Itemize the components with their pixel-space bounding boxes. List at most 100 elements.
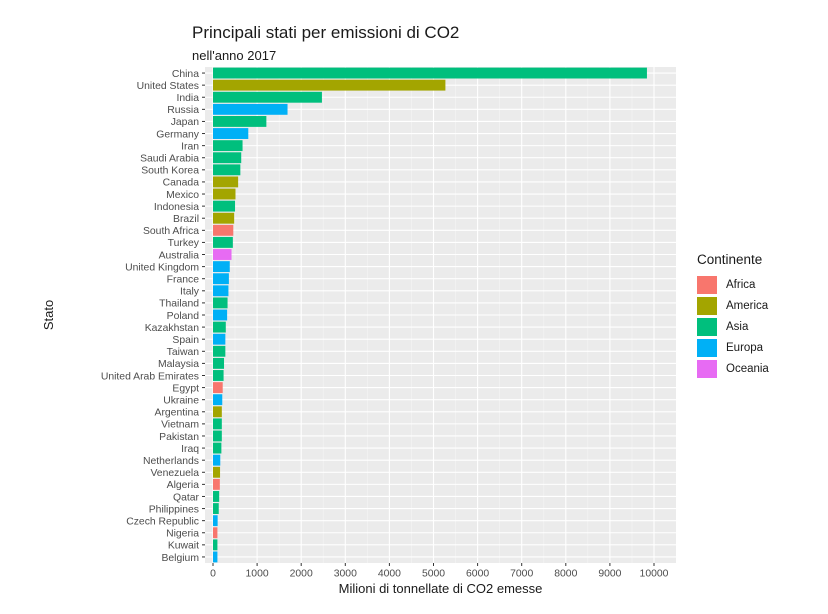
bar <box>213 261 230 273</box>
legend-item: Oceania <box>697 358 769 379</box>
y-tick-label: Germany <box>156 129 200 140</box>
legend-items: Africa America Asia Europa Oceania <box>697 274 769 379</box>
y-tick-label: Spain <box>172 335 199 346</box>
legend-item: Asia <box>697 316 769 337</box>
y-tick-label: Brazil <box>173 214 199 225</box>
y-tick-label: United Arab Emirates <box>101 371 199 382</box>
bar <box>213 442 222 454</box>
bar <box>213 333 226 345</box>
y-tick-label: South Africa <box>143 226 199 237</box>
bar <box>213 503 219 515</box>
bar <box>213 79 446 91</box>
legend-item: Africa <box>697 274 769 295</box>
bar <box>213 539 218 551</box>
legend-item: Europa <box>697 337 769 358</box>
y-tick-label: Vietnam <box>161 420 199 431</box>
bar <box>213 273 229 285</box>
y-tick-label: Mexico <box>166 190 199 201</box>
y-tick-label: Taiwan <box>167 347 200 358</box>
bars <box>213 67 647 563</box>
bar <box>213 115 267 127</box>
x-tick-label: 10000 <box>640 569 669 580</box>
chart-title: Principali stati per emissioni di CO2 <box>192 23 460 42</box>
bar <box>213 236 233 248</box>
bar <box>213 128 249 139</box>
y-tick-label: Russia <box>167 105 199 116</box>
x-tick-label: 8000 <box>554 569 577 580</box>
bar <box>213 91 322 103</box>
legend: Continente Africa America Asia Europa Oceani… <box>697 252 769 379</box>
legend-label: Oceania <box>726 362 769 375</box>
bar <box>213 309 228 321</box>
bar <box>213 491 220 502</box>
bar <box>213 418 222 430</box>
bar <box>213 164 241 176</box>
bar <box>213 212 235 224</box>
y-tick-label: United States <box>137 81 199 92</box>
bar <box>213 430 222 442</box>
bar <box>213 224 234 236</box>
bar <box>213 382 223 394</box>
y-tick-label: Kazakhstan <box>145 323 200 334</box>
legend-item: America <box>697 295 769 316</box>
bar <box>213 406 222 418</box>
y-tick-label: Australia <box>159 250 200 261</box>
bar <box>213 345 226 357</box>
y-tick-label: South Korea <box>141 166 199 177</box>
y-tick-label: Poland <box>167 311 200 322</box>
chart-subtitle: nell'anno 2017 <box>192 48 277 63</box>
legend-key <box>697 359 717 378</box>
y-tick-label: Philippines <box>149 504 199 515</box>
y-tick-label: Qatar <box>173 492 200 503</box>
legend-key <box>697 338 717 357</box>
y-tick-label: Czech Republic <box>126 516 199 527</box>
bar <box>213 466 221 478</box>
legend-label: Asia <box>726 320 749 333</box>
x-tick-label: 0 <box>210 569 216 580</box>
x-axis-label: Milioni di tonnellate di CO2 emesse <box>339 581 543 596</box>
y-tick-label: Iraq <box>181 444 199 455</box>
y-tick-label: Indonesia <box>154 202 199 213</box>
x-tick-label: 3000 <box>334 569 357 580</box>
bar <box>213 285 229 297</box>
bar <box>213 152 242 164</box>
bar <box>213 321 226 333</box>
legend-title: Continente <box>697 252 763 267</box>
y-tick-label: Belgium <box>161 553 199 564</box>
x-tick-label: 5000 <box>422 569 445 580</box>
legend-label: Europa <box>726 341 764 354</box>
bar <box>213 478 220 490</box>
grid-lines <box>205 67 676 563</box>
y-tick-label: Nigeria <box>166 529 199 540</box>
x-tick-label: 4000 <box>378 569 401 580</box>
bar <box>213 176 239 188</box>
y-tick-label: Malaysia <box>158 359 199 370</box>
y-tick-label: India <box>176 93 199 104</box>
y-tick-label: Pakistan <box>159 432 199 443</box>
legend-key <box>697 317 717 336</box>
x-tick-label: 9000 <box>598 569 621 580</box>
y-tick-label: Ukraine <box>163 395 199 406</box>
bar <box>213 357 225 369</box>
bar <box>213 249 232 260</box>
bar <box>213 297 228 309</box>
y-tick-label: China <box>172 69 199 80</box>
legend-label: America <box>726 299 769 312</box>
y-tick-label: Netherlands <box>143 456 199 467</box>
bar <box>213 454 221 466</box>
legend-label: Africa <box>726 278 756 291</box>
y-tick-label: Venezuela <box>150 468 199 479</box>
bar <box>213 188 236 200</box>
bar <box>213 394 223 406</box>
bar <box>213 515 218 527</box>
bar <box>213 103 288 115</box>
y-axis-label: Stato <box>41 300 56 330</box>
y-tick-label: Iran <box>181 141 199 152</box>
x-axis: 0 1000 2000 3000 4000 5000 6000 7000 8000 9000 100… <box>210 563 669 580</box>
y-tick-label: Canada <box>163 178 200 189</box>
legend-key <box>697 296 717 315</box>
legend-key <box>697 275 717 294</box>
